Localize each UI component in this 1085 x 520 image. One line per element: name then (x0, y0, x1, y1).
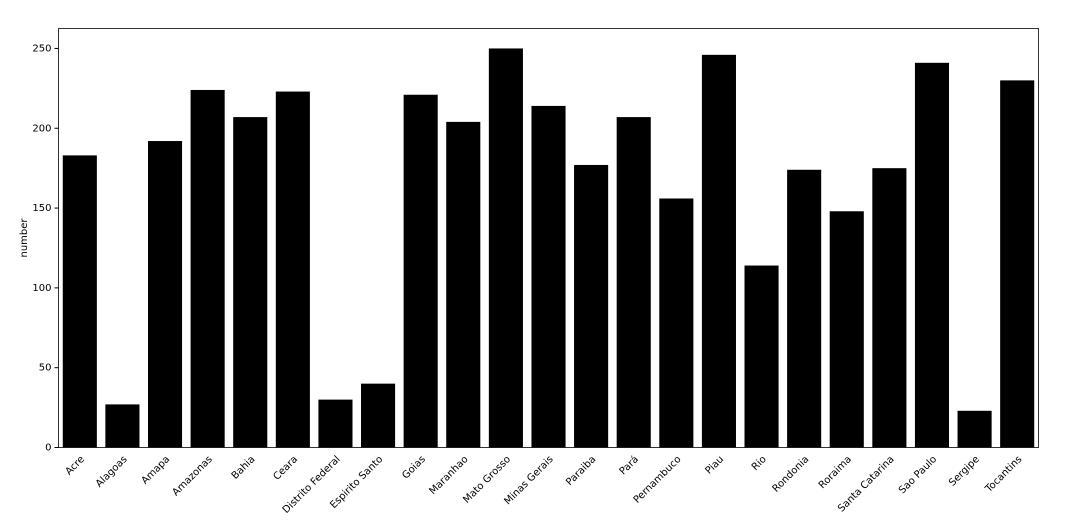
bar (147, 141, 183, 448)
y-tick-label: 0 (45, 443, 51, 454)
y-tick-label: 100 (32, 283, 51, 294)
x-tick-label: Paraiba (564, 454, 598, 488)
y-tick-label: 200 (32, 123, 51, 134)
x-tick-label: Sao Paulo (897, 454, 939, 496)
bar (574, 164, 609, 448)
bar (403, 94, 438, 448)
bar (62, 155, 97, 448)
x-tick-label: Sergipe (947, 454, 982, 489)
bar (361, 383, 396, 448)
bar (488, 48, 523, 448)
x-tick-label: Rondonia (771, 454, 812, 495)
x-tick-label: Alagoas (94, 454, 130, 490)
y-tick-label: 250 (32, 43, 51, 54)
x-tick-label: Bahia (230, 454, 258, 482)
bar (190, 89, 225, 448)
x-tick-label: Acre (64, 454, 87, 477)
x-tick-label: Goias (400, 454, 428, 482)
x-tick-label: Tocantins (983, 454, 1025, 496)
bar (744, 265, 779, 448)
x-tick-label: Rio (750, 454, 769, 473)
bar (829, 211, 864, 448)
bar (872, 168, 907, 448)
x-tick-label: Amazonas (170, 454, 214, 498)
bar (1000, 80, 1035, 448)
bar (233, 117, 268, 448)
bar (701, 54, 736, 448)
bar (446, 121, 481, 448)
y-tick-label: 150 (32, 203, 51, 214)
bar (616, 117, 651, 448)
x-tick-label: Maranhao (427, 454, 470, 497)
bar (914, 62, 950, 448)
bar (275, 91, 310, 448)
bar (957, 410, 992, 448)
y-tick-label: 50 (39, 363, 52, 374)
bar (787, 169, 822, 448)
x-tick-label: Amapa (140, 454, 173, 487)
y-axis-label: number (19, 218, 30, 258)
bar (531, 105, 566, 448)
x-tick-label: Ceara (271, 454, 300, 483)
bar (105, 404, 140, 448)
x-tick-label: Pará (617, 453, 641, 477)
bar (659, 198, 694, 448)
x-tick-label: Roraima (817, 454, 854, 491)
x-tick-label: Piau (704, 454, 727, 477)
bar (318, 399, 353, 448)
